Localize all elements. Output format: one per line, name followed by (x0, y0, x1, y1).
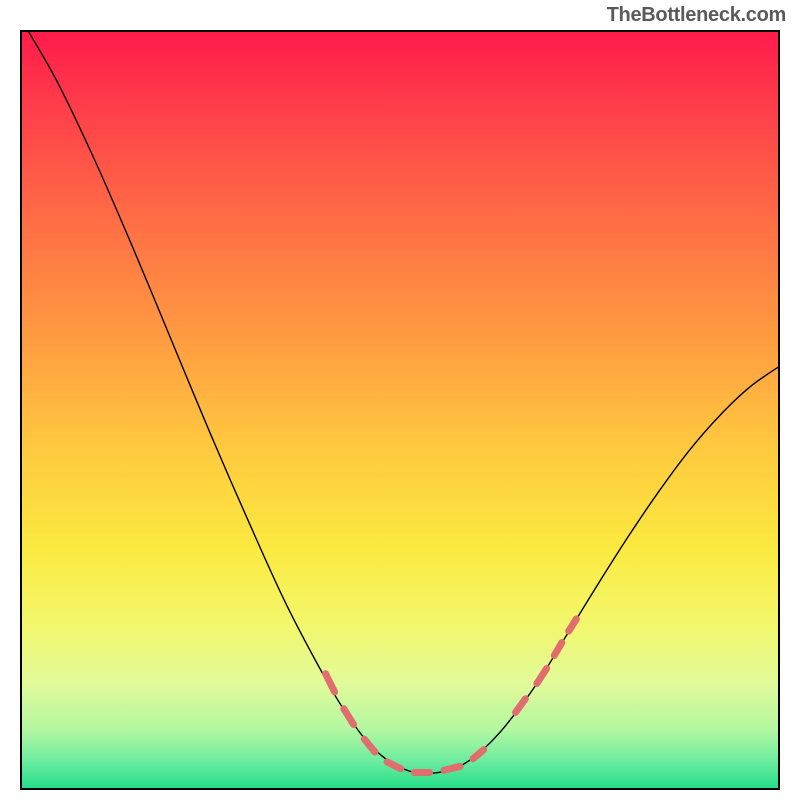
highlight-dash (326, 674, 335, 692)
highlight-dash (364, 739, 375, 752)
highlight-dash (344, 709, 354, 725)
chart-overlay-svg (20, 30, 780, 790)
highlight-dash (537, 668, 547, 683)
highlight-dash (473, 750, 484, 759)
bottleneck-curve (28, 30, 780, 774)
highlight-dash (444, 766, 460, 770)
watermark-text: TheBottleneck.com (607, 4, 786, 27)
highlight-dash (516, 699, 526, 713)
highlight-dash (569, 619, 577, 631)
bottleneck-chart (20, 30, 780, 790)
highlight-dash (387, 762, 401, 769)
highlight-dash (554, 643, 562, 656)
